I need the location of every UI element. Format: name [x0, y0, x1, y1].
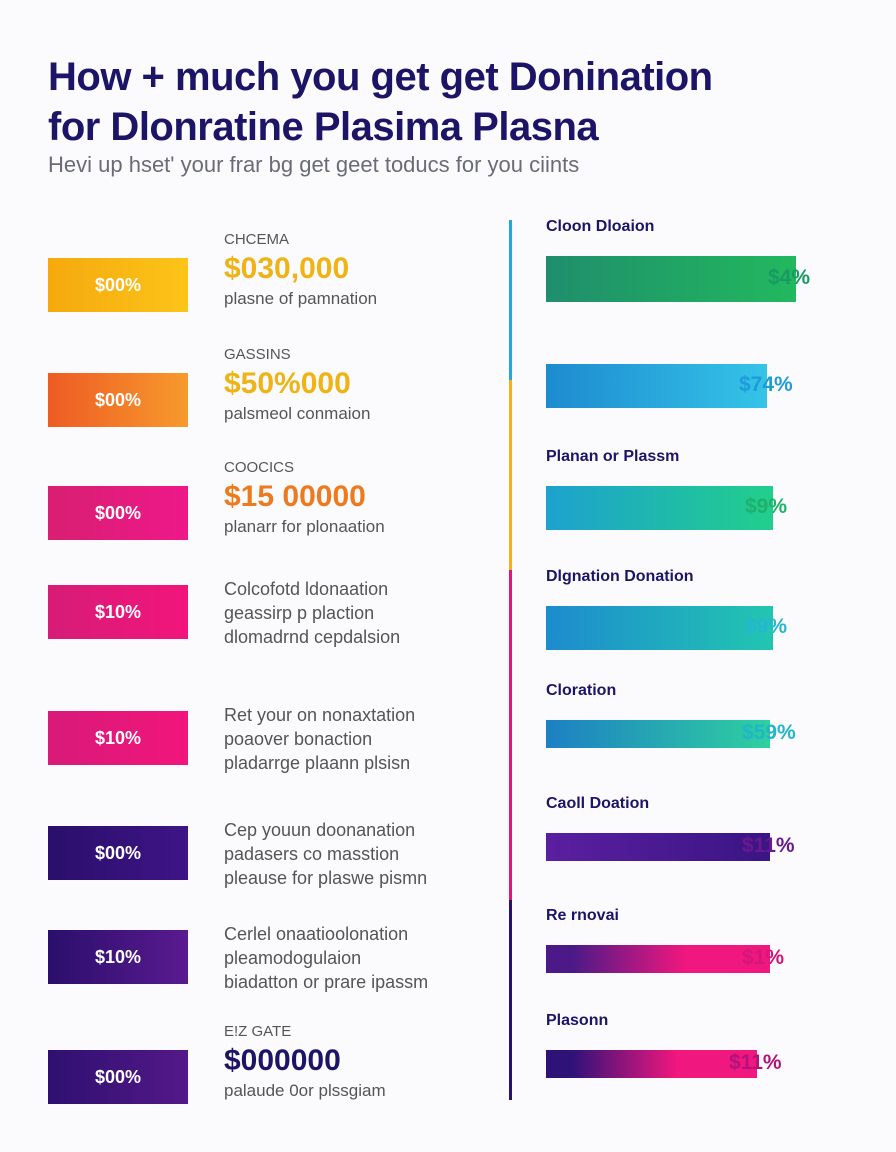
row-category: E!Z GATE	[224, 1023, 292, 1040]
bar	[546, 256, 796, 302]
row-text: Colcofotd ldonaation geassirp p plaction d…	[224, 577, 484, 649]
bar-row: $74%	[546, 338, 866, 428]
bar-value-label: $11%	[729, 1051, 782, 1074]
row-text-line: poaover bonaction	[224, 729, 373, 749]
percent-badge: $00%	[48, 486, 188, 540]
row-text-line: geassirp p plaction	[224, 603, 375, 623]
row-text-line: Ret your on nonaxtation	[224, 705, 416, 725]
row-text-line: biadatton or prare ipassm	[224, 972, 429, 992]
row-description: planarr for plonaation	[224, 517, 385, 536]
row-description: plasne of pamnation	[224, 289, 378, 308]
left-row: $00% Cep youun doonanation padasers co mas…	[48, 818, 488, 928]
left-row: $00% CHCEMA $030,000 plasne of pamnation	[48, 230, 488, 340]
percent-badge: $00%	[48, 258, 188, 312]
bar-label: Cloon Dloaion	[546, 218, 655, 235]
row-amount: $000000	[224, 1044, 341, 1077]
row-text-line: Colcofotd ldonaation	[224, 579, 389, 599]
left-row: $00% GASSINS $50%000 palsmeol conmaion	[48, 345, 488, 455]
row-category: COOCICS	[224, 459, 295, 476]
bar-row: Cloration $59%	[546, 682, 866, 772]
row-amount: $030,000	[224, 252, 350, 285]
bar	[546, 720, 770, 748]
bar	[546, 833, 770, 861]
row-text: Ret your on nonaxtation poaover bonaction…	[224, 703, 484, 775]
row-text: GASSINS $50%000 palsmeol conmaion	[224, 345, 484, 425]
bar-value-label: $74%	[739, 373, 793, 396]
row-amount: $50%000	[224, 367, 351, 400]
axis-segment	[509, 220, 512, 380]
row-text-line: pladarrge plaann plsisn	[224, 753, 411, 773]
bar-row: Planan or Plassm $9%	[546, 448, 866, 538]
bar	[546, 364, 767, 408]
row-text: E!Z GATE $000000 palaude 0or plssgiam	[224, 1022, 484, 1102]
left-row: $00% COOCICS $15 00000 planarr for plonaati…	[48, 458, 488, 568]
percent-badge: $10%	[48, 711, 188, 765]
bar-row: Dlgnation Donation $9%	[546, 568, 866, 658]
bar-label: Planan or Plassm	[546, 448, 680, 465]
percent-badge: $00%	[48, 826, 188, 880]
title-line-2: for Dlonratine Plasima Plasna	[48, 105, 599, 149]
row-text-line: pleamodogulaion	[224, 948, 362, 968]
axis-segment	[509, 900, 512, 1100]
axis-segment	[509, 570, 512, 900]
bar-row: Plasonn $11%	[546, 1012, 866, 1102]
bar-value-label: $11%	[742, 834, 795, 857]
percent-badge: $10%	[48, 585, 188, 639]
row-text-line: dlomadrnd cepdalsion	[224, 627, 401, 647]
left-row: $10% Colcofotd ldonaation geassirp p plact…	[48, 577, 488, 687]
page-subtitle: Hevi up hset' your frar bg get geet todu…	[48, 152, 580, 177]
bar	[546, 945, 770, 973]
row-text: COOCICS $15 00000 planarr for plonaation	[224, 458, 484, 538]
row-text: Cerlel onaatioolonation pleamodogulaion bi…	[224, 922, 484, 994]
page-title: How + much you get get Donination for Dl…	[48, 52, 868, 152]
row-text-line: pleause for plaswe pismn	[224, 868, 428, 888]
percent-badge: $00%	[48, 1050, 188, 1104]
bar-value-label: $9%	[745, 615, 788, 638]
row-amount: $15 00000	[224, 480, 366, 513]
bar-value-label: $1%	[742, 946, 785, 969]
row-text: CHCEMA $030,000 plasne of pamnation	[224, 230, 484, 310]
bar-row: Cloon Dloaion $4%	[546, 218, 866, 308]
row-text-line: padasers co masstion	[224, 844, 400, 864]
row-category: GASSINS	[224, 346, 291, 363]
bar-value-label: $4%	[768, 266, 811, 289]
bar-label: Dlgnation Donation	[546, 568, 694, 585]
row-description: palsmeol conmaion	[224, 404, 371, 423]
bar-row: Caoll Doation $11%	[546, 795, 866, 885]
bar-label: Re rnovai	[546, 907, 619, 924]
bar	[546, 1050, 757, 1078]
bar	[546, 486, 773, 530]
row-description: palaude 0or plssgiam	[224, 1081, 386, 1100]
bar-value-label: $59%	[742, 721, 796, 744]
title-line-1: How + much you get get Donination	[48, 55, 713, 99]
bar-value-label: $9%	[745, 495, 788, 518]
bar-label: Plasonn	[546, 1012, 609, 1029]
bar-row: Re rnovai $1%	[546, 907, 866, 997]
bar	[546, 606, 773, 650]
left-row: $00% E!Z GATE $000000 palaude 0or plssgiam	[48, 1022, 488, 1132]
row-text-line: Cep youun doonanation	[224, 820, 416, 840]
bar-label: Caoll Doation	[546, 795, 650, 812]
axis-segment	[509, 380, 512, 570]
percent-badge: $00%	[48, 373, 188, 427]
left-row: $10% Ret your on nonaxtation poaover bonac…	[48, 703, 488, 813]
left-row: $10% Cerlel onaatioolonation pleamodogulai…	[48, 922, 488, 1032]
row-category: CHCEMA	[224, 231, 290, 248]
row-text-line: Cerlel onaatioolonation	[224, 924, 409, 944]
percent-badge: $10%	[48, 930, 188, 984]
row-text: Cep youun doonanation padasers co masstio…	[224, 818, 484, 890]
bar-label: Cloration	[546, 682, 617, 699]
